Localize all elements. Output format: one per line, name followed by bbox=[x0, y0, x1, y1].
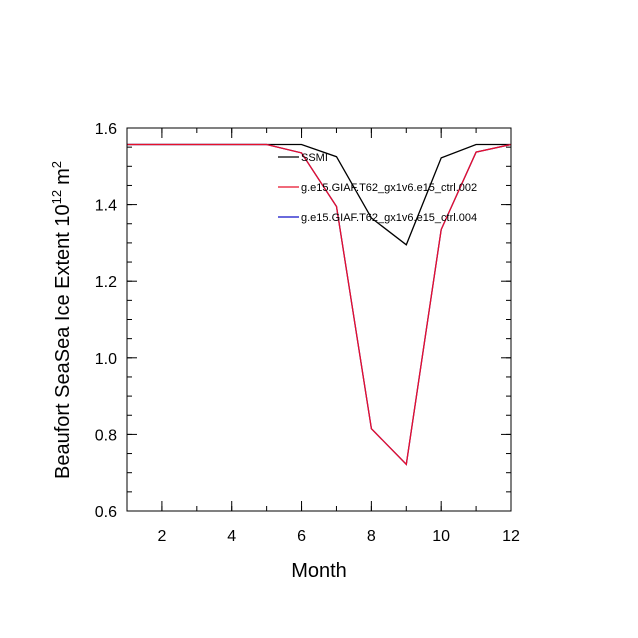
y-axis-label: Beaufort SeaSea Ice Extent 1012 m2 bbox=[49, 161, 74, 479]
y-axis-label-main: Beaufort SeaSea Ice Extent 10 bbox=[52, 204, 74, 479]
y-axis-label-unit-exponent: 2 bbox=[49, 161, 64, 168]
legend-label: SSMI bbox=[301, 152, 328, 164]
y-tick-labels: 0.6 0.8 1.0 1.2 1.4 1.6 bbox=[95, 121, 117, 521]
y-tick-label: 0.8 bbox=[95, 427, 117, 444]
x-tick-labels: 2 4 6 8 10 12 bbox=[157, 528, 520, 545]
y-tick-label: 1.0 bbox=[95, 351, 117, 368]
y-tick-label: 1.4 bbox=[95, 198, 117, 215]
y-tick-label: 0.6 bbox=[95, 504, 117, 521]
x-axis-label: Month bbox=[291, 560, 347, 582]
x-tick-label: 6 bbox=[297, 528, 306, 545]
y-tick-label: 1.2 bbox=[95, 274, 117, 291]
plot-frame bbox=[126, 127, 512, 512]
series-lines bbox=[127, 143, 512, 466]
legend-label: g.e15.GIAF.T62_gx1v6.e15_ctrl.004 bbox=[301, 212, 477, 224]
x-tick-label: 4 bbox=[227, 528, 236, 545]
x-tick-label: 2 bbox=[157, 528, 166, 545]
x-tick-label: 12 bbox=[502, 528, 520, 545]
series-line-2 bbox=[127, 143, 512, 466]
y-tick-label: 1.6 bbox=[95, 121, 117, 138]
y-axis-label-unit: m bbox=[52, 168, 74, 185]
legend-label: g.e15.GIAF.T62_gx1v6.e15_ctrl.002 bbox=[301, 182, 477, 194]
legend: SSMI g.e15.GIAF.T62_gx1v6.e15_ctrl.002 g.e… bbox=[278, 152, 477, 224]
x-tick-label: 8 bbox=[367, 528, 376, 545]
x-tick-label: 10 bbox=[432, 528, 450, 545]
y-axis-label-exponent: 12 bbox=[49, 190, 64, 204]
